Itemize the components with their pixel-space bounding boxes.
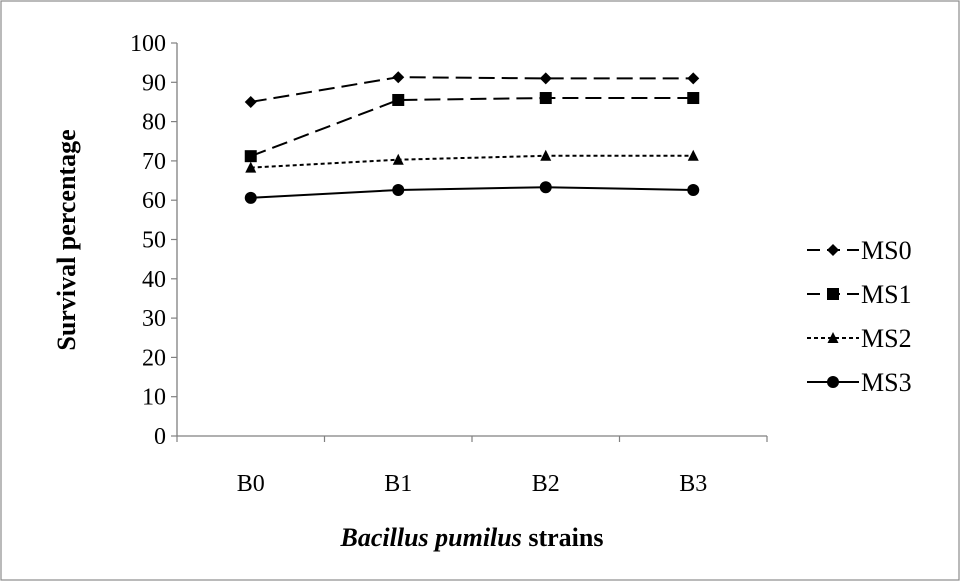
y-tick-label: 20 xyxy=(142,345,166,371)
data-point xyxy=(392,93,405,106)
y-tick-label: 10 xyxy=(142,385,166,411)
series-line xyxy=(250,97,694,158)
legend-label: MS1 xyxy=(861,280,912,309)
series-line xyxy=(250,186,694,199)
x-axis-title-part: Bacillus pumilus xyxy=(340,523,522,552)
legend-item-ms1: MS1 xyxy=(807,280,912,309)
data-point xyxy=(244,150,257,163)
y-tick-label: 60 xyxy=(142,188,166,214)
legend-marker xyxy=(827,288,839,300)
x-axis-title-part: strains xyxy=(522,523,604,552)
legend-marker xyxy=(827,244,839,256)
legend-marker xyxy=(827,332,839,343)
y-tick-label: 80 xyxy=(142,110,166,136)
data-point xyxy=(687,92,700,105)
legend-item-ms0: MS0 xyxy=(807,236,912,265)
axes: 0 10 20 30 40 50 60 70 80 90 100 B0 B1 B2 B3 xyxy=(130,31,768,497)
data-point xyxy=(539,72,552,85)
y-tick-label: 30 xyxy=(142,306,166,332)
y-tick-label: 90 xyxy=(142,70,166,96)
data-point xyxy=(539,181,552,194)
series-line xyxy=(250,154,694,169)
data-point xyxy=(540,149,552,161)
data-point xyxy=(244,191,257,204)
data-point xyxy=(244,95,257,108)
data-point xyxy=(687,149,699,161)
data-point xyxy=(392,183,405,196)
legend: MS0 MS1 MS2 MS3 xyxy=(807,236,912,397)
series-ms3 xyxy=(244,181,700,204)
series-line xyxy=(250,76,694,103)
x-tick-label: B3 xyxy=(679,471,707,497)
y-tick-label: 50 xyxy=(142,228,166,254)
series-ms0 xyxy=(244,71,700,108)
data-point xyxy=(245,161,257,173)
data-point xyxy=(392,153,404,165)
legend-item-ms3: MS3 xyxy=(807,368,912,397)
legend-label: MS0 xyxy=(861,236,912,265)
y-tick-label: 70 xyxy=(142,149,166,175)
y-axis-title: Survival percentage xyxy=(52,129,81,350)
series-ms2 xyxy=(245,149,699,173)
series-layer xyxy=(244,71,700,204)
legend-label: MS2 xyxy=(861,324,912,353)
data-point xyxy=(687,72,700,85)
series-ms1 xyxy=(244,92,700,163)
legend-marker xyxy=(827,376,839,388)
x-axis-title: Bacillus pumilus strains xyxy=(340,523,604,552)
y-tick-label: 100 xyxy=(130,31,166,57)
legend-item-ms2: MS2 xyxy=(807,324,912,353)
y-tick-label: 0 xyxy=(154,424,166,450)
y-tick-label: 40 xyxy=(142,267,166,293)
x-tick-label: B2 xyxy=(532,471,560,497)
x-tick-label: B1 xyxy=(384,471,412,497)
data-point xyxy=(392,71,405,84)
legend-label: MS3 xyxy=(861,368,912,397)
data-point xyxy=(687,183,700,196)
data-point xyxy=(539,92,552,105)
x-tick-label: B0 xyxy=(237,471,265,497)
